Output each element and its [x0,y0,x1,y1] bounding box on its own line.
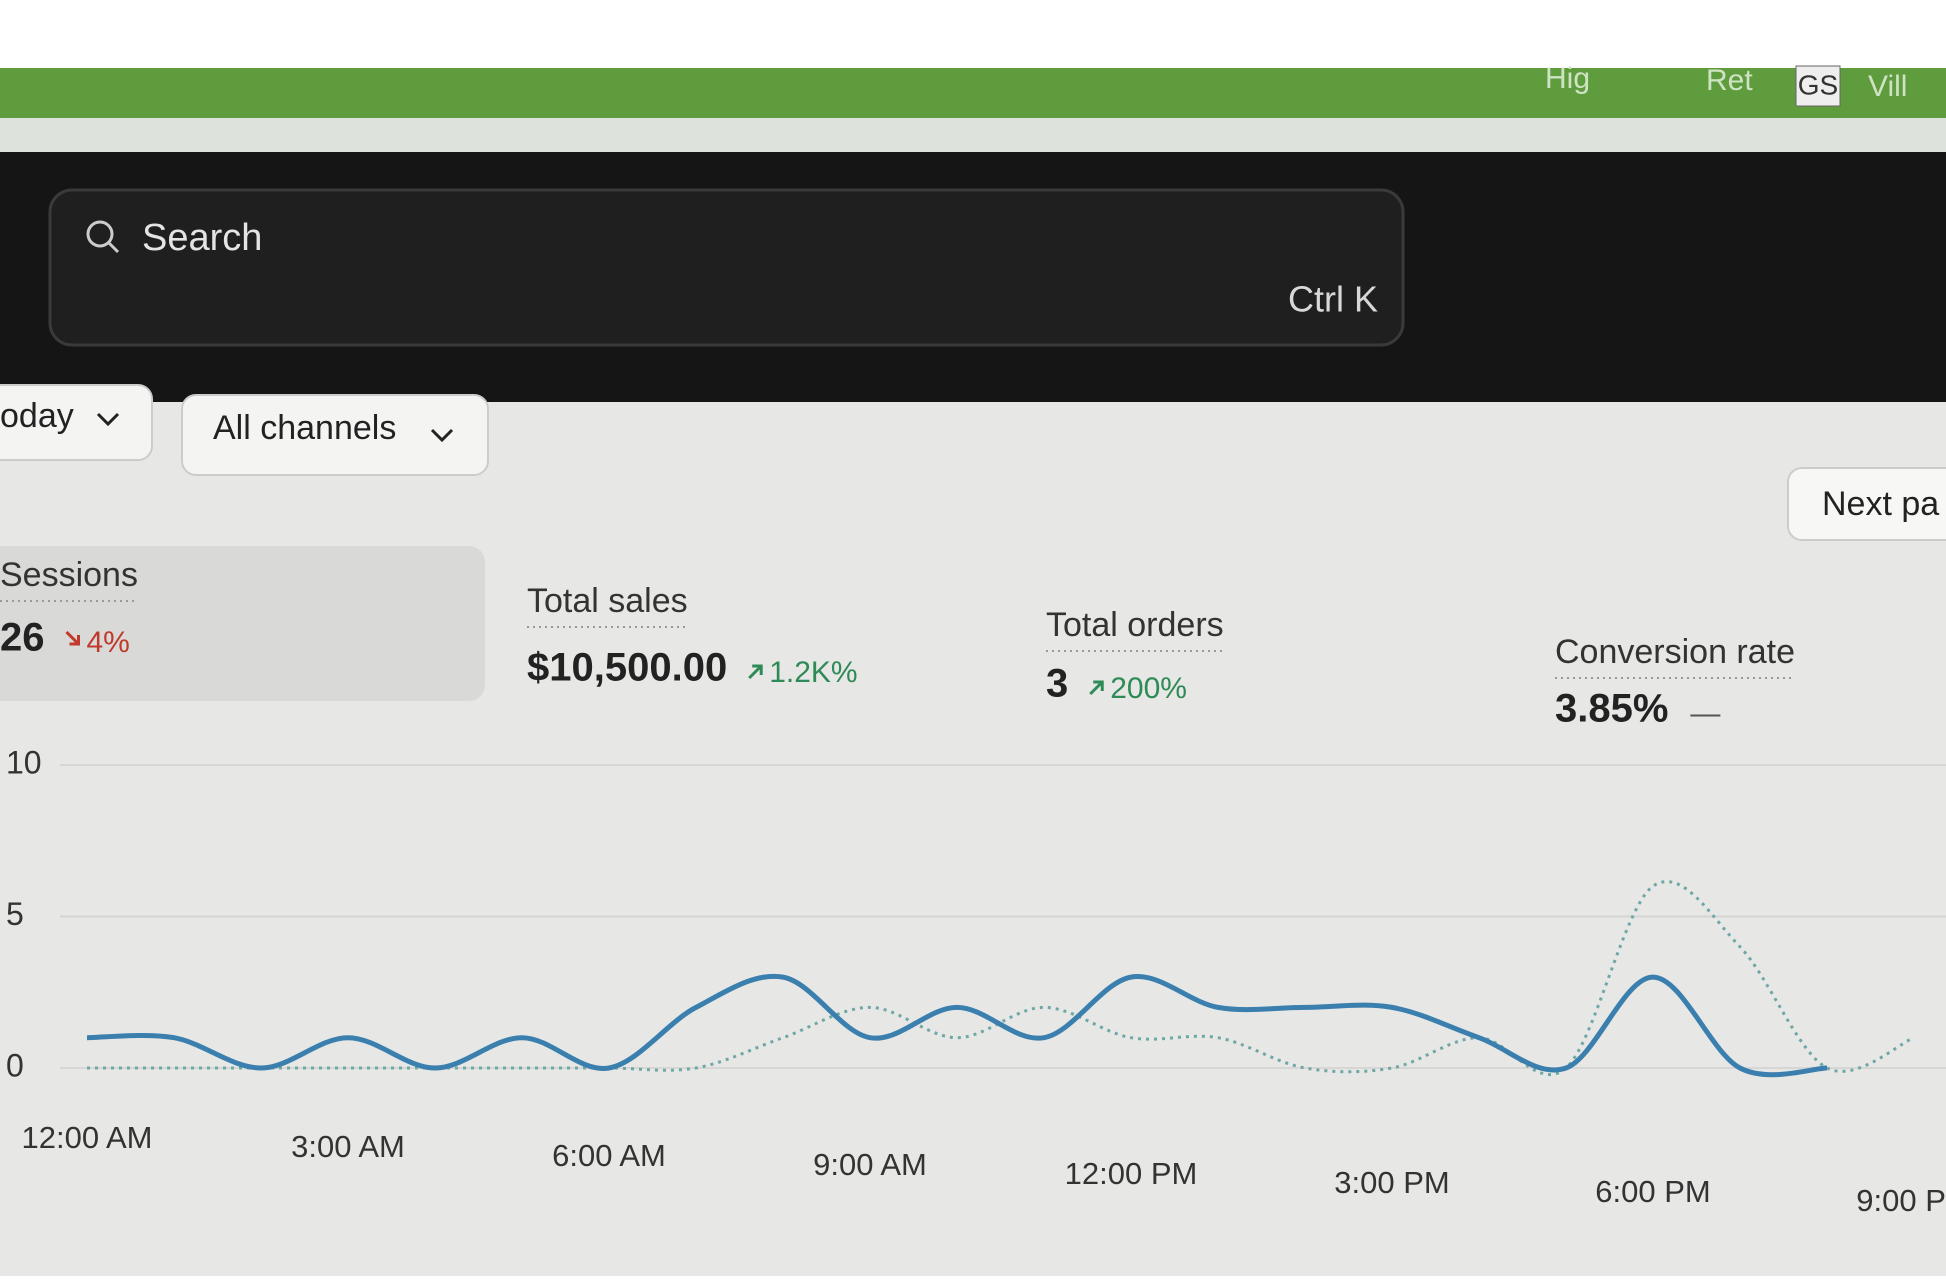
metrics: Sessions 26 4% Total sales $10,500.00 1.2K% To… [0,556,1796,731]
x-tick-label: 12:00 PM [1065,1156,1198,1191]
y-tick-label: 5 [6,896,24,932]
chart: 0 5 10 12:00 AM 3:00 AM 6:00 AM 9:00 AM 12:00 P… [6,744,1946,1218]
metric-delta: 4% [87,626,130,659]
x-tick-label: 9:00 PM [1856,1183,1946,1218]
selected-metric [0,546,485,701]
shortcut: Ctrl K [1288,279,1378,320]
y-tick-label: 0 [6,1047,24,1083]
search-icon [107,241,120,254]
metric-label: Conversion rate [1555,633,1795,671]
series-line [86,973,1828,1078]
search-box[interactable] [48,188,1405,347]
search-icon [86,220,114,248]
y-tick-label: 10 [6,744,42,780]
bookmark[interactable]: GS [1798,69,1838,100]
metric-label: Sessions [0,556,138,594]
bookmark-bar [0,68,1946,118]
x-tick-label: 6:00 PM [1595,1174,1710,1209]
metric-value: 26 [0,616,45,660]
trend-arrow [65,630,80,646]
next-button[interactable] [1787,467,1946,541]
channel-filter[interactable] [181,394,489,476]
next-label: Next pa [1822,485,1939,523]
bookmark-icon [1795,65,1841,107]
browser-strip [0,118,1946,152]
trend-arrow [1089,680,1104,696]
chevron [96,412,120,427]
metric-delta: — [1690,697,1720,730]
bookmark[interactable]: Vill [1868,70,1907,103]
x-tick-label: 3:00 AM [291,1129,405,1164]
metric-value: 3 [1046,662,1068,706]
metric-value: 3.85% [1555,687,1668,731]
search-placeholder: Search [142,217,262,259]
x-tick-label: 9:00 AM [813,1147,927,1182]
x-tick-label: 3:00 PM [1334,1165,1449,1200]
filter-label: oday [0,397,74,435]
metric-label: Total sales [527,582,688,620]
bookmark[interactable]: Ret [1706,64,1753,97]
x-tick-label: 6:00 AM [552,1138,666,1173]
trend-arrow [748,664,763,680]
chevron [430,428,454,443]
x-tick-label: 12:00 AM [22,1120,153,1155]
date-filter[interactable] [0,384,153,461]
metric-value: $10,500.00 [527,646,727,690]
metric-delta: 200% [1110,672,1187,705]
filter-label: All channels [213,409,396,447]
bookmark[interactable]: Hig [1545,62,1590,95]
metric-label: Total orders [1046,606,1224,644]
metric-delta: 1.2K% [769,656,857,689]
